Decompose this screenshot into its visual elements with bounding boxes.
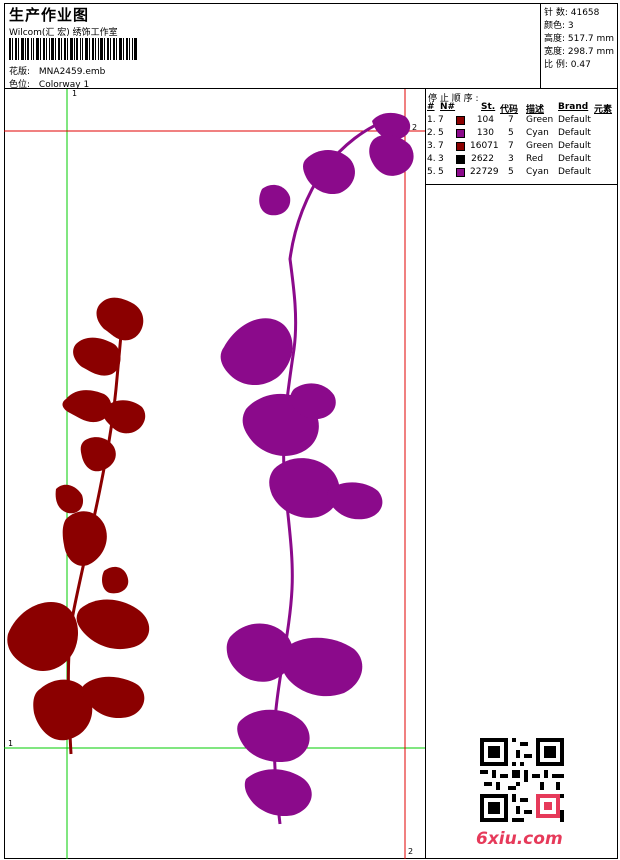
sequence-needle: 5 (438, 128, 444, 138)
sequence-index: 2. (427, 128, 436, 138)
sequence-needle: 5 (438, 167, 444, 177)
sequence-index: 1. (427, 115, 436, 125)
sequence-row: 2. 5 130 5 Cyan Default (426, 128, 618, 141)
sequence-index: 5. (427, 167, 436, 177)
sequence-code: 5 (508, 167, 514, 177)
color-swatch (456, 168, 465, 177)
design-label: 花版: (9, 67, 31, 77)
color-swatch (456, 116, 465, 125)
sequence-desc: Red (526, 154, 544, 164)
color-count: 颜色: 3 (544, 21, 574, 31)
sequence-brand: Default (558, 167, 591, 177)
sequence-code: 3 (508, 154, 514, 164)
red-guide-label-top: 2 (412, 123, 418, 132)
sequence-row: 3. 7 16071 7 Green Default (426, 141, 618, 154)
stop-sequence-panel: 停 止 顺 序 : # N# St. 代码 描述 Brand 元素 1. 7 104… (426, 89, 618, 185)
qr-code (480, 738, 564, 822)
col-code: 代码 (500, 105, 519, 115)
stop-sequence-title: 停 止 顺 序 : (428, 94, 479, 104)
sequence-stitches: 22729 (470, 167, 499, 177)
design-canvas: 1 1 2 2 (4, 89, 426, 859)
col-brand: Brand (558, 102, 589, 112)
sequence-code: 7 (508, 141, 514, 151)
sequence-brand: Default (558, 154, 591, 164)
colorway-value: Colorway 1 (38, 80, 90, 90)
left-vine (7, 297, 150, 755)
col-element: 元素 (594, 105, 613, 115)
sequence-row: 4. 3 2622 3 Red Default (426, 154, 618, 167)
design-width: 宽度: 298.7 mm (544, 47, 615, 57)
col-needle: N# (440, 102, 456, 112)
page-title: 生产作业图 (9, 6, 90, 24)
sequence-needle: 7 (438, 141, 444, 151)
red-guide-label-bottom: 2 (408, 847, 414, 856)
color-swatch (456, 155, 465, 164)
sequence-row: 1. 7 104 7 Green Default (426, 115, 618, 128)
green-guide-label-left: 1 (8, 739, 14, 748)
colorway-line: 色位: Colorway 1 (9, 77, 89, 90)
sequence-code: 7 (508, 115, 514, 125)
sequence-stitches: 2622 (471, 154, 494, 164)
barcode (9, 38, 137, 60)
sequence-code: 5 (508, 128, 514, 138)
sequence-brand: Default (558, 115, 591, 125)
header: 生产作业图 Wilcom(汇 宏) 绣饰工作室 花版: MNA2459.emb … (4, 3, 618, 90)
sequence-needle: 3 (438, 154, 444, 164)
sequence-brand: Default (558, 128, 591, 138)
sequence-index: 4. (427, 154, 436, 164)
sequence-row: 5. 5 22729 5 Cyan Default (426, 167, 618, 180)
design-height: 高度: 517.7 mm (544, 34, 615, 44)
color-swatch (456, 129, 465, 138)
stats-panel: 针 数: 41658 颜色: 3 高度: 517.7 mm 宽度: 298.7 … (540, 3, 618, 89)
design-scale: 比 例: 0.47 (544, 60, 591, 70)
sequence-stitches: 16071 (470, 141, 499, 151)
sequence-stitches: 104 (476, 115, 494, 125)
sequence-stitches: 130 (476, 128, 494, 138)
site-logo[interactable]: 6xiu.com (476, 829, 563, 849)
embroidery-design (4, 89, 425, 859)
right-vine (220, 112, 414, 825)
sequence-needle: 7 (438, 115, 444, 125)
col-index: # (427, 102, 435, 112)
green-guide-label-top: 1 (72, 89, 78, 98)
sequence-desc: Cyan (526, 128, 549, 138)
colorway-label: 色位: (9, 80, 31, 90)
sequence-index: 3. (427, 141, 436, 151)
stitch-count: 针 数: 41658 (544, 8, 600, 18)
sequence-desc: Green (526, 141, 554, 151)
col-stitches: St. (481, 102, 496, 112)
col-desc: 描述 (526, 105, 545, 115)
design-file-line: 花版: MNA2459.emb (9, 64, 105, 77)
sequence-desc: Cyan (526, 167, 549, 177)
sequence-brand: Default (558, 141, 591, 151)
studio-name: Wilcom(汇 宏) 绣饰工作室 (9, 28, 118, 38)
sequence-desc: Green (526, 115, 554, 125)
design-file: MNA2459.emb (38, 67, 106, 77)
page-frame (4, 3, 618, 859)
color-swatch (456, 142, 465, 151)
